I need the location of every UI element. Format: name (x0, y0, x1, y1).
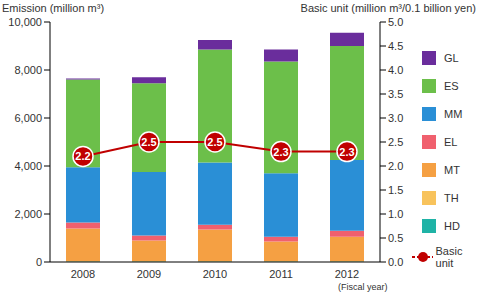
svg-text:2012: 2012 (335, 268, 359, 280)
svg-text:2.5: 2.5 (141, 136, 156, 148)
svg-text:3.0: 3.0 (388, 112, 403, 124)
svg-text:8,000: 8,000 (14, 64, 42, 76)
svg-text:2.5: 2.5 (207, 136, 222, 148)
svg-text:0: 0 (36, 256, 42, 268)
html-text:MT: MT (444, 164, 460, 176)
html-text:HD: HD (444, 220, 460, 232)
html-text:EL: EL (444, 136, 458, 148)
html-text:Basic unit (million m³/0.1 bil: Basic unit (million m³/0.1 billion yen) (300, 2, 476, 14)
html-text:MM: MM (444, 108, 463, 120)
svg-text:1.0: 1.0 (388, 208, 403, 220)
html-text:ES: ES (444, 80, 459, 92)
svg-text:4,000: 4,000 (14, 160, 42, 172)
svg-text:2009: 2009 (137, 268, 161, 280)
svg-text:2010: 2010 (203, 268, 227, 280)
svg-text:10,000: 10,000 (8, 16, 42, 28)
svg-text:0.0: 0.0 (388, 256, 403, 268)
svg-text:1.5: 1.5 (388, 184, 403, 196)
svg-text:4.0: 4.0 (388, 64, 403, 76)
svg-text:2.2: 2.2 (75, 150, 90, 162)
svg-text:5.0: 5.0 (388, 16, 403, 28)
svg-text:2.3: 2.3 (273, 146, 288, 158)
svg-text:2.5: 2.5 (388, 136, 403, 148)
svg-text:3.5: 3.5 (388, 88, 403, 100)
svg-text:2011: 2011 (269, 268, 293, 280)
svg-text:4.5: 4.5 (388, 40, 403, 52)
html-text:TH: TH (444, 192, 459, 204)
svg-text:6,000: 6,000 (14, 112, 42, 124)
html-text:(Fiscal year): (Fiscal year) (338, 282, 388, 292)
svg-text:2,000: 2,000 (14, 208, 42, 220)
svg-text:2.0: 2.0 (388, 160, 403, 172)
html-text:Basic unit: Basic unit (435, 245, 463, 269)
html-text:Emission (million m³): Emission (million m³) (2, 2, 105, 14)
svg-text:0.5: 0.5 (388, 232, 403, 244)
svg-text:2008: 2008 (71, 268, 95, 280)
svg-text:2.3: 2.3 (339, 146, 354, 158)
html-text:GL: GL (444, 52, 459, 64)
